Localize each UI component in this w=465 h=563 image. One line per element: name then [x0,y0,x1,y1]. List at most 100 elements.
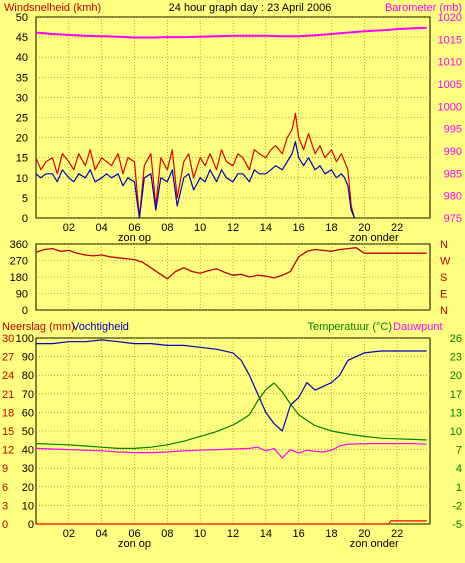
temperature-axis-tick: 17 [450,389,462,401]
humidity-axis-tick: 60 [22,407,34,419]
wind-time-tick: 18 [325,222,337,234]
humidity-axis-tick: 0 [28,519,34,531]
wind-axis-tick: 40 [16,52,28,64]
header-barometer-label: Barometer (mb) [385,2,462,14]
temperature-axis-tick: 13 [450,407,462,419]
dewpoint-label: Dauwpunt [393,321,443,333]
direction-axis-tick: 270 [10,256,28,268]
rain-axis-tick: 15 [2,426,14,438]
dewpoint-line [35,443,427,459]
compass-tick: N [440,239,448,251]
compass-tick: W [440,256,451,268]
wind-time-tick: 22 [391,222,403,234]
humidity-time-tick: 18 [325,528,337,540]
temperature-axis-tick: 1 [456,482,462,494]
humidity-temperature-panel: 0369121518212427300102030405060708090100… [2,333,462,550]
barometer-axis-tick: 985 [444,168,462,180]
humidity-time-tick: 06 [128,528,140,540]
barometer-axis-tick: 980 [444,191,462,203]
wind_gust-line [35,112,356,219]
rain-label: Neerslag (mm) [2,321,75,333]
direction-axis-tick: 180 [10,272,28,284]
rain-axis-tick: 21 [2,389,14,401]
wind_avg-line [35,141,356,219]
temperature-axis-tick: 4 [456,463,462,475]
humidity-axis-tick: 40 [22,445,34,457]
barometer-axis-tick: 975 [444,213,462,225]
barometer-axis-tick: 1015 [438,34,462,46]
humidity-sunset-label: zon onder [350,538,399,550]
wind-axis-tick: 50 [16,12,28,24]
humidity-time-tick: 20 [358,528,370,540]
temperature-axis-tick: 20 [450,370,462,382]
rain-axis-tick: 18 [2,407,14,419]
humidity-axis-tick: 30 [22,463,34,475]
humidity-axis-tick: 10 [22,500,34,512]
humidity-time-tick: 12 [227,528,239,540]
barometer-axis-tick: 1000 [438,101,462,113]
humidity-sunrise-label: zon op [118,538,151,550]
temperature-axis-tick: 7 [456,445,462,457]
compass-tick: N [440,305,448,317]
barometer-axis-tick: 995 [444,124,462,136]
direction-axis-tick: 360 [10,239,28,251]
temperature-axis-tick: 26 [450,333,462,345]
humidity-axis-tick: 20 [22,482,34,494]
rain-axis-tick: 6 [2,482,8,494]
wind-axis-tick: 5 [22,193,28,205]
wind-time-tick: 08 [161,222,173,234]
barometer-axis-tick: 1020 [438,12,462,24]
header-wind-label: Windsnelheid (kmh) [4,2,101,14]
humidity-line [36,339,427,432]
wind-time-tick: 16 [293,222,305,234]
wind-time-tick: 20 [358,222,370,234]
wind-axis-tick: 25 [16,113,28,125]
humidity-axis-tick: 70 [22,389,34,401]
wind-axis-tick: 45 [16,32,28,44]
humidity-time-tick: 22 [391,528,403,540]
temperature-axis-tick: -2 [452,500,462,512]
wind-time-tick: 14 [260,222,272,234]
wind-time-tick: 02 [63,222,75,234]
rain-axis-tick: 9 [2,463,8,475]
rain-axis-tick: 27 [2,352,14,364]
rain-axis-tick: 24 [2,370,14,382]
direction-axis-tick: 0 [22,305,28,317]
wind-barometer-panel: 0510152025303540455097598098599099510001… [16,12,462,244]
humidity-time-tick: 04 [96,528,108,540]
wind-sunset-label: zon onder [350,232,399,244]
temperature-axis-tick: 23 [450,352,462,364]
compass-tick: S [440,272,447,284]
barometer-line [35,26,427,39]
humidity-time-tick: 02 [63,528,75,540]
barometer-axis-tick: 990 [444,146,462,158]
humidity-axis-tick: 80 [22,370,34,382]
wind-time-tick: 04 [96,222,108,234]
temperature-line [35,382,427,449]
temperature-axis-tick: 10 [450,426,462,438]
humidity-axis-tick: 50 [22,426,34,438]
wind-axis-tick: 20 [16,133,28,145]
wind-axis-tick: 10 [16,173,28,185]
wind-time-tick: 10 [194,222,206,234]
compass-tick: E [440,289,447,301]
temperature-axis-tick: -5 [452,519,462,531]
humidity-time-tick: 10 [194,528,206,540]
rain-line [36,520,427,525]
wind-sunrise-label: zon op [118,232,151,244]
humidity-time-tick: 14 [260,528,272,540]
temperature-label: Temperatuur (°C) [308,321,392,333]
wind-axis-tick: 35 [16,72,28,84]
rain-axis-tick: 12 [2,445,14,457]
wind-time-tick: 12 [227,222,239,234]
wind-axis-tick: 30 [16,92,28,104]
rain-axis-tick: 30 [2,333,14,345]
humidity-time-tick: 08 [161,528,173,540]
barometer-axis-tick: 1005 [438,79,462,91]
wind-time-tick: 06 [128,222,140,234]
humidity-time-tick: 16 [293,528,305,540]
panel3-header: Neerslag (mm) Vochtigheid Temperatuur (°… [2,321,443,333]
wind-axis-tick: 0 [22,213,28,225]
